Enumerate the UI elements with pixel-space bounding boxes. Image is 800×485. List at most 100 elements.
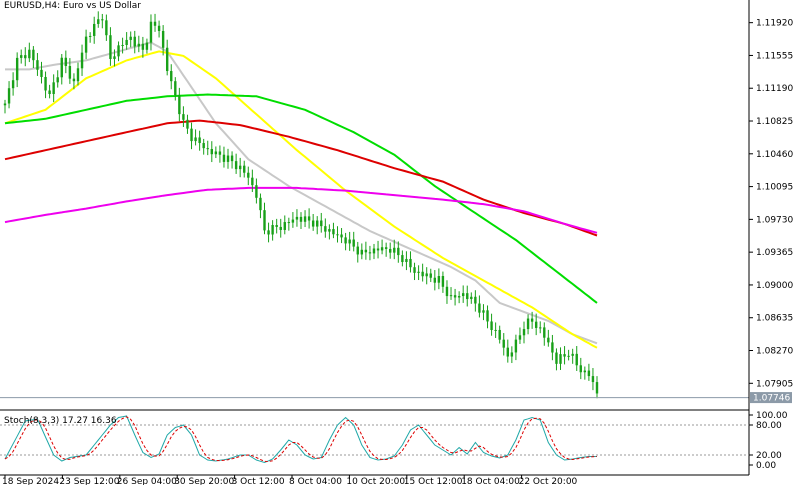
candle [186,114,189,134]
candle [417,265,420,281]
candle [514,334,518,361]
candle [421,263,424,282]
candle [461,285,465,303]
time-tick-label: 30 Sep 20:00 [174,477,234,485]
candle [311,213,315,231]
candle [234,153,238,174]
candle [88,32,92,43]
stoch-tick-label: 20.00 [756,451,782,461]
ma-gray-line [5,41,598,345]
candle [405,251,408,271]
candle [238,157,242,178]
candle [470,292,473,304]
time-tick-label: 23 Sep 12:00 [59,477,119,485]
candle [271,220,274,241]
time-tick-label: 15 Oct 12:00 [404,477,463,485]
candle [320,212,323,233]
candle [32,46,35,69]
ma-magenta-line [4,186,598,234]
candle [567,349,570,361]
candle [587,363,591,381]
candle [397,241,400,263]
candle [482,304,485,321]
candle [52,74,55,103]
candle [157,20,161,38]
candle [161,25,165,56]
time-tick-label: 18 Sep 2024 [2,477,59,485]
candle [178,87,181,122]
stoch-main-line [4,415,597,464]
price-tick-label: 1.11190 [756,84,793,94]
candle [48,84,51,99]
candle [64,50,68,74]
candle [259,193,262,219]
chart-title: EURUSD,H4: Euro vs US Dollar [4,1,141,11]
candle [101,13,104,29]
time-tick-label: 8 Oct 04:00 [289,477,342,485]
candle [344,232,347,251]
candle [543,322,546,346]
stoch-tick-label: 100.00 [756,411,788,421]
price-tick-label: 1.09365 [756,248,793,258]
candle [389,242,392,259]
moving-averages [4,41,598,349]
candle [202,138,205,155]
candle [72,73,76,90]
candle [303,210,307,228]
candle [328,224,331,240]
candle [76,62,80,86]
candle [105,14,108,41]
candle [145,38,149,54]
price-pane[interactable]: EURUSD,H4: Euro vs US Dollar [0,1,749,399]
candle [332,222,335,239]
candle [591,368,595,391]
candle [170,64,173,90]
price-tick-label: 1.07905 [756,379,793,389]
candle [7,81,11,109]
candle [429,268,432,283]
candle [502,333,505,356]
candle [384,242,388,257]
ma-red-line [4,119,598,237]
candle [84,29,88,60]
candle [583,366,587,380]
candle [247,166,250,186]
price-tick-label: 1.11555 [756,51,793,61]
candle [360,243,364,260]
price-tick-label: 1.09730 [756,215,793,225]
price-axis[interactable]: 1.11920 1.11555 1.11190 1.10825 1.10460 1.100… [748,0,793,475]
candle [137,35,141,53]
candle [218,145,222,163]
candle [478,295,481,318]
candle [425,267,428,285]
candle [60,53,63,85]
candle [352,231,355,252]
time-tick-label: 26 Sep 04:00 [117,477,177,485]
candle [575,346,578,371]
stoch-label: Stoch(8,3,3) 17.27 16.36 [4,416,117,426]
candle [433,270,437,291]
candle [93,16,96,44]
candle [165,39,169,76]
candle [559,347,562,370]
candle [449,287,453,300]
candle [380,239,384,255]
candle [441,271,445,293]
candle [194,129,197,146]
candle [56,70,59,88]
candle [413,262,416,281]
price-tick-label: 1.11920 [756,19,793,29]
time-tick-label: 3 Oct 12:00 [232,477,285,485]
candle [563,346,566,365]
candle [149,14,153,51]
candle [275,218,278,234]
candle [287,217,291,231]
candle [125,32,128,50]
candle [251,169,254,193]
candle [368,245,372,261]
candle [595,376,599,399]
